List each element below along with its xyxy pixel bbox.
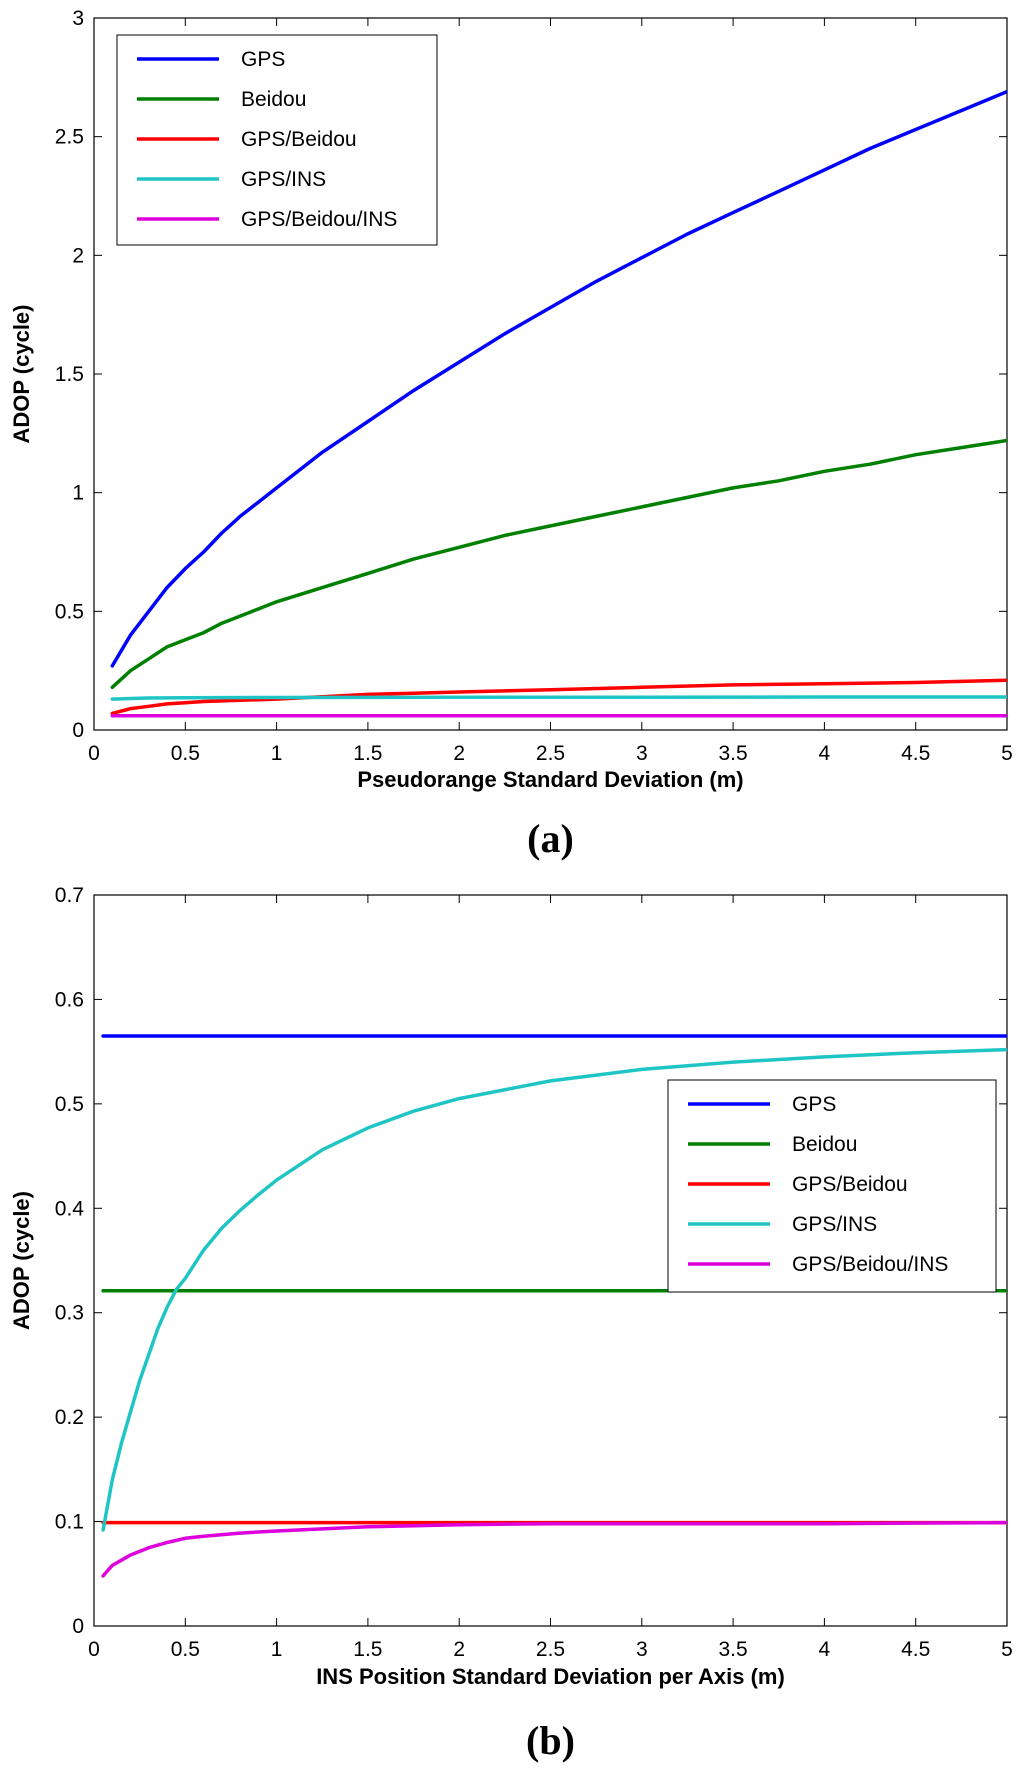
x-axis-label: Pseudorange Standard Deviation (m): [357, 767, 743, 792]
legend-label-beidou: Beidou: [792, 1133, 857, 1156]
y-tick-label: 1.5: [55, 363, 84, 386]
series-line-beidou: [110, 438, 1007, 690]
y-tick-label: 0.1: [55, 1511, 84, 1534]
x-tick-label: 3.5: [718, 1638, 747, 1661]
y-tick-label: 0.4: [55, 1197, 85, 1220]
y-tick-label: 0.5: [55, 1093, 84, 1116]
y-tick-label: 0: [72, 719, 84, 742]
x-tick-label: 0: [88, 1638, 100, 1661]
legend: GPS Beidou GPS/Beidou GPS/INS GPS/Beidou/INS: [667, 1079, 997, 1293]
legend-label-gps-ins: GPS/INS: [792, 1213, 877, 1236]
y-axis-label: ADOP (cycle): [9, 305, 34, 444]
y-tick-label: 2.5: [55, 126, 84, 149]
y-tick-label: 0.7: [55, 884, 84, 907]
y-tick-label: 0.3: [55, 1302, 84, 1325]
y-tick-label: 0: [72, 1615, 84, 1638]
legend-label-gps: GPS: [792, 1093, 836, 1116]
x-tick-label: 1.5: [353, 1638, 382, 1661]
legend: GPS Beidou GPS/Beidou GPS/INS GPS/Beidou/INS: [116, 34, 438, 246]
chart-b: 0 0.5 1 1.5 2 2.5 3 3.5 4 4.5 5 0 0.1 0.2 0.3 0.4 0.5 0.6…: [9, 884, 1013, 1763]
panel-label: (a): [527, 816, 574, 861]
x-tick-label: 1: [271, 742, 283, 765]
y-tick-label: 3: [72, 7, 84, 30]
x-tick-label: 1: [271, 1638, 283, 1661]
x-tick-label: 0.5: [171, 742, 200, 765]
legend-label-gps-beidou: GPS/Beidou: [241, 128, 357, 151]
legend-label-beidou: Beidou: [241, 88, 306, 111]
legend-box: [667, 1079, 997, 1293]
panel-label: (b): [526, 1718, 575, 1763]
y-tick-label: 0.2: [55, 1406, 84, 1429]
legend-label-gps-beidou-ins: GPS/Beidou/INS: [792, 1253, 948, 1276]
x-tick-label: 3: [636, 742, 648, 765]
y-tick-label: 1: [72, 482, 84, 505]
x-tick-label: 4.5: [901, 742, 930, 765]
x-axis-label: INS Position Standard Deviation per Axis…: [316, 1664, 785, 1689]
x-tick-label: 4: [819, 742, 831, 765]
x-tick-label: 1.5: [353, 742, 382, 765]
x-tick-label: 3.5: [718, 742, 747, 765]
legend-label-gps-beidou: GPS/Beidou: [792, 1173, 908, 1196]
legend-label-gps: GPS: [241, 48, 285, 71]
legend-label-gps-ins: GPS/INS: [241, 168, 326, 191]
x-tick-label: 0.5: [171, 1638, 200, 1661]
x-tick-label: 0: [88, 742, 100, 765]
x-tick-label: 4: [819, 1638, 831, 1661]
legend-label-gps-beidou-ins: GPS/Beidou/INS: [241, 208, 397, 231]
x-tick-label: 5: [1001, 742, 1013, 765]
x-tick-label: 5: [1001, 1638, 1013, 1661]
series-line-gps: [110, 89, 1007, 668]
y-axis-label: ADOP (cycle): [9, 1191, 34, 1330]
x-tick-label: 2.5: [536, 742, 565, 765]
series-line-gps-beidou-ins: [101, 1520, 1007, 1578]
y-tick-label: 2: [72, 244, 84, 267]
y-tick-label: 0.5: [55, 600, 84, 623]
series-line-gps-beidou: [110, 678, 1007, 716]
x-tick-label: 4.5: [901, 1638, 930, 1661]
x-tick-label: 3: [636, 1638, 648, 1661]
chart-a: 0 0.5 1 1.5 2 2.5 3 3.5 4 4.5 500.511.522.53Pseudo…: [9, 7, 1013, 861]
x-tick-label: 2.5: [536, 1638, 565, 1661]
series-line-gps-ins: [101, 1047, 1007, 1532]
series-line-gps-ins: [110, 695, 1007, 701]
x-tick-label: 2: [453, 1638, 465, 1661]
series-group: [110, 89, 1007, 718]
y-tick-label: 0.6: [55, 988, 84, 1011]
x-tick-label: 2: [453, 742, 465, 765]
